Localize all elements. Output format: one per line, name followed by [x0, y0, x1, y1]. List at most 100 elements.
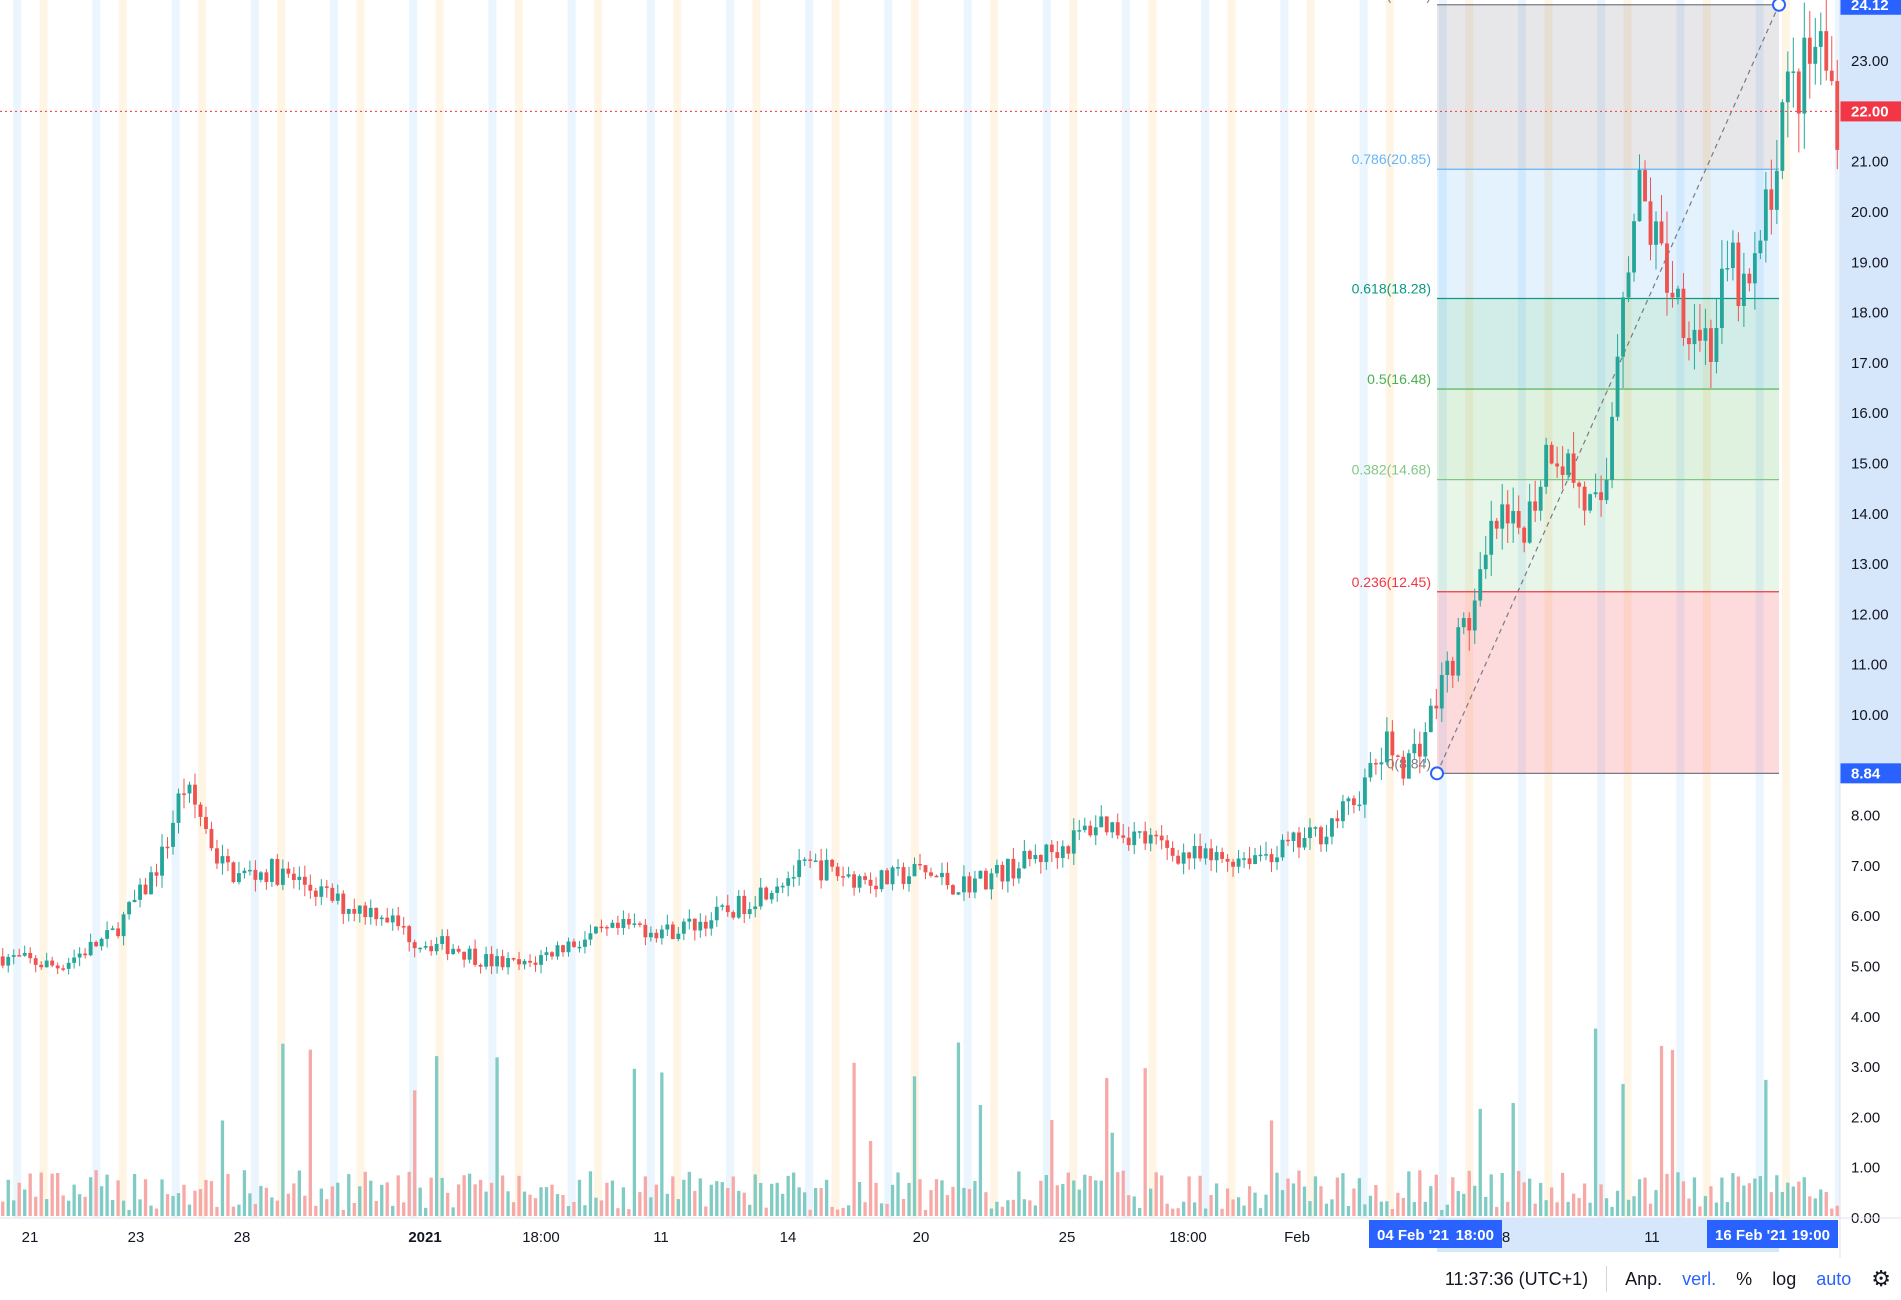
candle-body — [566, 941, 571, 953]
candle-body — [1176, 855, 1181, 864]
candle-body — [808, 859, 813, 861]
candle-body — [396, 915, 401, 927]
extended-hours-toggle[interactable]: verl. — [1682, 1268, 1717, 1289]
candle-body — [1395, 755, 1400, 757]
volume-bar — [1429, 1186, 1433, 1216]
volume-bar — [1088, 1175, 1092, 1216]
volume-bar — [792, 1172, 796, 1216]
volume-bar — [726, 1187, 730, 1216]
volume-bar — [1533, 1203, 1537, 1216]
volume-bar — [215, 1206, 219, 1216]
volume-bar — [1374, 1185, 1378, 1216]
volume-bar — [912, 1076, 917, 1216]
volume-bar — [879, 1203, 884, 1216]
candle-body — [681, 921, 686, 934]
volume-bar — [456, 1184, 461, 1216]
candle-body — [1192, 845, 1197, 859]
candle-body — [440, 936, 445, 944]
volume-bar — [1247, 1186, 1252, 1216]
range-start-tag-time: 18:00 — [1456, 1227, 1494, 1244]
volume-bar — [1747, 1183, 1752, 1216]
volume-bar — [1742, 1185, 1746, 1216]
log-scale-toggle[interactable]: log — [1772, 1268, 1797, 1289]
volume-bar — [77, 1194, 82, 1216]
percent-scale-toggle[interactable]: % — [1736, 1268, 1753, 1289]
volume-bar — [671, 1176, 675, 1216]
candle-body — [374, 907, 379, 920]
volume-bar — [978, 1105, 983, 1216]
volume-bar — [204, 1179, 208, 1216]
candle-body — [1604, 479, 1609, 501]
candle-body — [1730, 242, 1735, 269]
volume-bar — [1149, 1188, 1153, 1216]
candle-body — [1665, 243, 1669, 293]
fibonacci-retracement[interactable]: 0(8.84)0.236(12.45)0.382(14.68)0.5(16.48… — [1352, 0, 1786, 781]
candle-body — [434, 943, 439, 952]
volume-bar — [1489, 1174, 1493, 1216]
volume-bar — [1335, 1177, 1340, 1216]
volume-bar — [138, 1199, 142, 1216]
candle-body — [890, 867, 895, 885]
session-band-orange — [831, 0, 840, 1218]
volume-bar — [737, 1190, 741, 1216]
volume-bar — [698, 1178, 702, 1216]
volume-bar — [1802, 1177, 1806, 1216]
volume-bar — [572, 1201, 576, 1216]
volume-bar — [1835, 1205, 1839, 1216]
candle-body — [1763, 189, 1768, 241]
volume-bar — [1500, 1173, 1504, 1216]
candle-body — [1533, 501, 1538, 511]
candle-body — [456, 948, 461, 952]
adjust-toggle[interactable]: Anp. — [1625, 1268, 1663, 1289]
volume-bar — [187, 1204, 192, 1216]
time-axis[interactable]: 21 23 28 2021 18:00 11 14 20 25 18:00 Feb 8 11 04 Feb… — [0, 0, 1901, 1258]
candle-body — [918, 863, 922, 866]
price-axis[interactable]: 0.001.002.003.004.005.006.007.008.0010.0… — [1840, 0, 1901, 1258]
volume-bar — [1390, 1209, 1395, 1216]
volume-bar — [1687, 1198, 1691, 1216]
volume-bar — [1022, 1199, 1027, 1216]
session-band-blue — [13, 0, 22, 1218]
volume-bar — [275, 1200, 280, 1216]
candle-body — [1785, 71, 1790, 103]
candle-body — [226, 856, 230, 863]
volume-bar — [1357, 1178, 1362, 1216]
clock-readout[interactable]: 11:37:36 (UTC+1) — [1444, 1268, 1589, 1289]
volume-bar — [429, 1177, 433, 1216]
candle-body — [561, 945, 565, 953]
volume-bar — [127, 1209, 131, 1216]
gear-icon[interactable]: ⚙ — [1871, 1266, 1891, 1291]
volume-bar — [171, 1195, 175, 1216]
candle-body — [1423, 732, 1428, 757]
session-band-orange — [1069, 0, 1078, 1218]
session-band-blue — [488, 0, 497, 1218]
candle-body — [1362, 777, 1367, 805]
session-band-orange — [118, 0, 127, 1218]
candle-body — [901, 867, 906, 884]
candle-body — [467, 948, 472, 960]
volume-bar — [973, 1180, 977, 1216]
volume-bar — [1522, 1182, 1526, 1216]
candle-body — [1088, 825, 1093, 836]
volume-bar — [1731, 1173, 1735, 1216]
price-chart[interactable]: 0(8.84)0.236(12.45)0.382(14.68)0.5(16.48… — [0, 0, 1901, 1258]
volume-bar — [1434, 1174, 1438, 1216]
candle-body — [1796, 71, 1801, 114]
volume-bar — [1352, 1188, 1356, 1216]
volume-bar — [1780, 1191, 1784, 1216]
candle-body — [934, 875, 939, 878]
candle-body — [22, 952, 27, 956]
volume-bar — [687, 1171, 691, 1216]
candle-body — [830, 859, 835, 867]
volume-bar — [407, 1171, 411, 1216]
volume-bar — [715, 1181, 719, 1216]
volume-bar — [605, 1182, 609, 1216]
auto-scale-toggle[interactable]: auto — [1816, 1268, 1852, 1289]
candle-body — [550, 952, 554, 957]
candle-body — [33, 958, 38, 965]
volume-bar — [418, 1187, 422, 1216]
candle-body — [1637, 170, 1642, 222]
session-band-orange — [1386, 0, 1394, 1218]
range-start-tag-date: 04 Feb '21 — [1377, 1227, 1449, 1244]
session-band-blue — [805, 0, 814, 1218]
